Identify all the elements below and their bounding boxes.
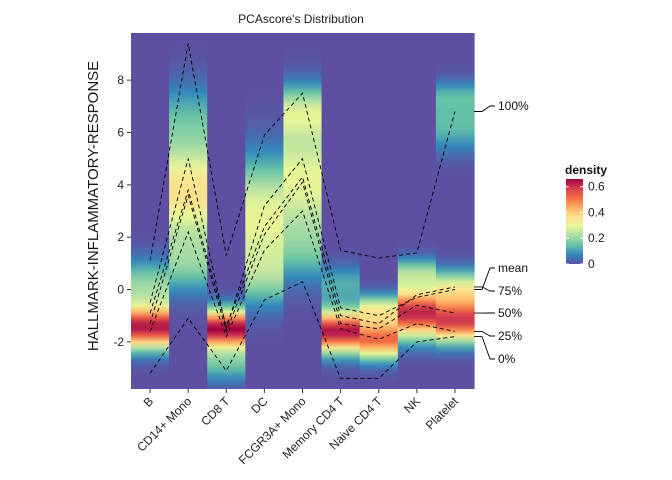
legend-tick-label: 0.6 — [588, 180, 605, 194]
quantile-connector — [474, 105, 495, 112]
density-column-b — [131, 33, 170, 389]
quantile-label: 100% — [498, 99, 529, 113]
x-tick-label: FCGR3A+ Mono — [236, 394, 309, 467]
plot-area — [131, 33, 475, 389]
density-column-cd14-mono — [169, 33, 208, 389]
density-column-dc — [245, 33, 285, 389]
legend-colorbar — [566, 179, 583, 264]
density-legend: density 0 0.2 0.4 0.6 — [565, 163, 607, 271]
quantile-label: 75% — [498, 284, 522, 298]
quantile-label: 50% — [498, 306, 522, 320]
y-tick-label: 6 — [117, 125, 124, 139]
quantile-labels: 100% mean 75% 50% 25% 0% — [474, 99, 529, 366]
y-tick-label: 4 — [117, 178, 124, 192]
y-tick-label: 0 — [117, 283, 124, 297]
quantile-label: mean — [498, 261, 528, 275]
x-tick-label: CD8 T — [198, 394, 233, 429]
y-axis: -2 0 2 4 6 8 — [113, 73, 131, 349]
quantile-connector — [474, 330, 495, 337]
density-column-platelet — [435, 33, 475, 389]
x-tick-label: B — [141, 394, 157, 410]
y-tick-label: -2 — [113, 335, 124, 349]
legend-tick-label: 0.4 — [588, 205, 605, 219]
x-tick-label: DC — [248, 394, 270, 416]
quantile-connector — [474, 336, 495, 360]
y-tick-label: 2 — [117, 230, 124, 244]
quantile-line-75pct — [149, 176, 455, 328]
chart-title: PCAscore's Distribution — [238, 12, 364, 26]
density-column-memory-cd4-t — [321, 33, 361, 389]
quantile-connector — [474, 286, 495, 292]
quantile-line-mean — [149, 157, 455, 331]
quantile-label: 0% — [498, 352, 516, 366]
quantile-label: 25% — [498, 329, 522, 343]
quantile-line-0pct — [149, 281, 455, 379]
quantile-connector — [474, 267, 495, 290]
legend-tick-label: 0 — [588, 257, 595, 271]
quantile-line-25pct — [149, 210, 455, 340]
quantile-line-100pct — [149, 43, 456, 261]
quantile-line-50pct — [149, 181, 455, 333]
legend-title: density — [565, 163, 607, 177]
y-tick-label: 8 — [117, 73, 124, 87]
y-axis-label: HALLMARK-INFLAMMATORY-RESPONSE — [85, 61, 102, 351]
density-column-naive-cd4-t — [359, 33, 399, 389]
x-tick-label: Platelet — [423, 394, 462, 433]
x-tick-label: NK — [401, 394, 423, 416]
density-column-nk — [397, 33, 437, 389]
legend-tick-label: 0.2 — [588, 231, 605, 245]
